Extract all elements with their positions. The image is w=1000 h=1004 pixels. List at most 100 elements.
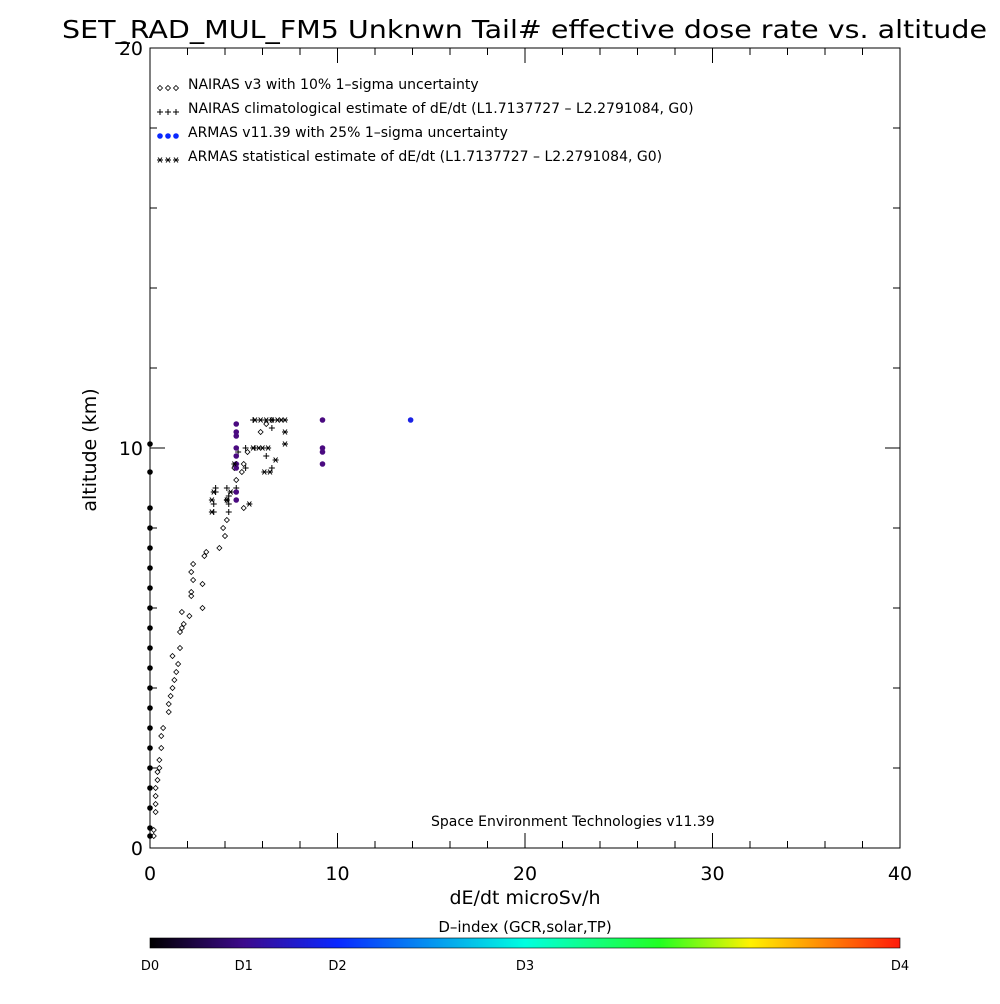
data-point [147,785,153,791]
data-point [167,692,174,700]
legend-marker [164,84,172,92]
data-point [233,465,240,471]
legend-item: ARMAS statistical estimate of dE/dt (L1.… [157,149,662,165]
data-point [147,605,153,611]
data-point [188,592,195,600]
legend: NAIRAS v3 with 10% 1–sigma uncertainty NA… [156,77,694,165]
data-point [152,808,159,816]
legend-marker [172,84,180,92]
tick-labels: 0 10 20 30 40 0 10 20 [119,38,912,885]
data-point [203,548,210,556]
x-tick-label: 10 [325,863,349,885]
data-point [176,644,184,652]
data-point [147,685,153,691]
data-point [268,416,275,424]
data-point [147,505,153,511]
series-asterisk [208,417,288,515]
data-point [147,469,153,475]
data-point [231,461,238,467]
colorbar-label: D4 [891,959,909,974]
data-point [178,624,185,632]
legend-label: ARMAS v11.39 with 25% 1–sigma uncertaint… [188,125,508,141]
y-tick-label: 10 [119,438,143,460]
colorbar-label: D1 [235,959,253,974]
data-point [147,825,153,831]
data-point [180,620,187,628]
data-point [190,576,197,584]
data-point [147,833,153,839]
data-point [190,560,197,568]
data-point [147,725,153,731]
data-point [154,768,161,776]
data-point [225,509,232,515]
data-point [259,445,266,451]
data-point [223,496,230,504]
data-points [147,416,414,840]
colorbar-labels: D0 D1 D2 D3 D4 [141,959,909,974]
legend-marker [173,157,179,163]
data-point [169,652,176,660]
x-tick-label: 20 [513,863,537,885]
legend-item: NAIRAS v3 with 10% 1–sigma uncertainty [156,77,479,93]
data-point [282,441,288,447]
data-point [223,485,230,491]
data-point [265,445,272,451]
data-point [242,465,249,471]
data-point [319,449,326,455]
y-tick-label: 20 [119,38,143,60]
data-point [147,565,153,571]
legend-label: ARMAS statistical estimate of dE/dt (L1.… [188,149,662,165]
data-point [233,453,240,459]
data-point [147,665,153,671]
data-point [240,504,247,512]
data-point [169,684,176,692]
data-point [152,792,159,800]
data-point [268,425,275,431]
legend-marker [173,133,179,139]
data-point [154,776,161,784]
data-point [210,489,217,495]
data-point [282,429,288,435]
data-point [208,497,215,503]
legend-marker [165,109,171,115]
data-point [250,445,257,451]
legend-item: ARMAS v11.39 with 25% 1–sigma uncertaint… [157,125,508,141]
data-point [263,417,270,423]
data-point [233,421,240,427]
data-point [319,445,326,451]
data-point [188,568,195,576]
data-point [227,489,234,495]
colorbar-label: D0 [141,959,159,974]
data-point [188,588,195,596]
x-tick-label: 30 [700,863,724,885]
data-point [407,417,414,423]
series-dot [147,417,414,839]
data-point [263,453,270,459]
data-point [147,545,153,551]
x-tick-label: 0 [144,863,156,885]
data-point [257,417,264,423]
data-point [147,745,153,751]
data-point [244,448,251,456]
data-point [223,516,230,524]
chart-title: SET_RAD_MUL_FM5 Unknwn Tail# effective d… [62,15,987,44]
data-point [147,705,153,711]
data-point [178,608,185,616]
legend-marker [157,109,163,115]
data-point [152,784,159,792]
data-point [240,460,247,468]
data-point [175,660,182,668]
data-point [263,420,270,428]
data-point [233,497,240,503]
legend-item: NAIRAS climatological estimate of dE/dt … [157,101,694,117]
data-point [176,628,184,636]
data-point [158,732,165,740]
y-axis-label: altitude (km) [79,388,101,511]
legend-marker [173,109,179,115]
legend-label: NAIRAS v3 with 10% 1–sigma uncertainty [188,77,479,93]
data-point [238,468,245,476]
colorbar-label: D2 [328,959,346,974]
data-point [147,585,153,591]
data-point [220,524,227,532]
